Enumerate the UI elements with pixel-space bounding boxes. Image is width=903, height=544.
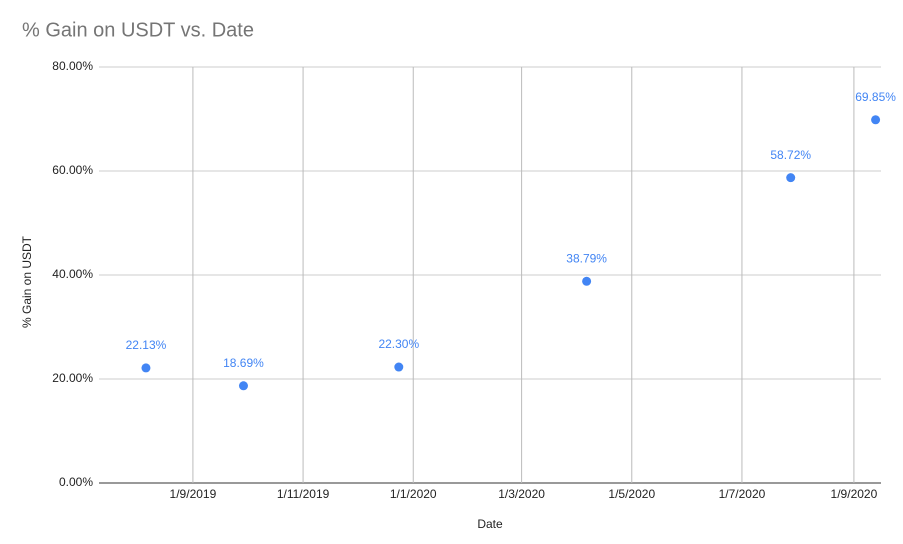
point xyxy=(394,362,404,372)
y-axis-label: % Gain on USDT xyxy=(20,235,34,328)
point xyxy=(871,115,881,125)
y-tick-label: 80.00% xyxy=(52,59,93,73)
x-tick-label: 1/1/2020 xyxy=(390,487,437,501)
point xyxy=(786,173,796,183)
y-tick-label: 0.00% xyxy=(59,475,93,489)
x-axis-label: Date xyxy=(477,517,503,531)
data-label: 58.72% xyxy=(770,148,811,162)
data-label: 22.30% xyxy=(378,337,419,351)
point xyxy=(582,276,592,286)
x-tick-label: 1/3/2020 xyxy=(498,487,545,501)
data-label: 18.69% xyxy=(223,356,264,370)
y-tick-label: 40.00% xyxy=(52,267,93,281)
x-tick-label: 1/11/2019 xyxy=(277,487,330,501)
x-tick-label: 1/9/2019 xyxy=(170,487,217,501)
y-tick-label: 20.00% xyxy=(52,371,93,385)
data-label: 38.79% xyxy=(566,251,607,265)
point xyxy=(238,381,248,391)
x-tick-label: 1/7/2020 xyxy=(719,487,766,501)
y-tick-label: 60.00% xyxy=(52,163,93,177)
chart-title: % Gain on USDT vs. Date xyxy=(22,19,254,41)
data-label: 69.85% xyxy=(855,90,896,104)
data-label: 22.13% xyxy=(126,338,167,352)
point xyxy=(141,363,151,373)
x-tick-label: 1/9/2020 xyxy=(831,487,878,501)
x-tick-label: 1/5/2020 xyxy=(608,487,655,501)
